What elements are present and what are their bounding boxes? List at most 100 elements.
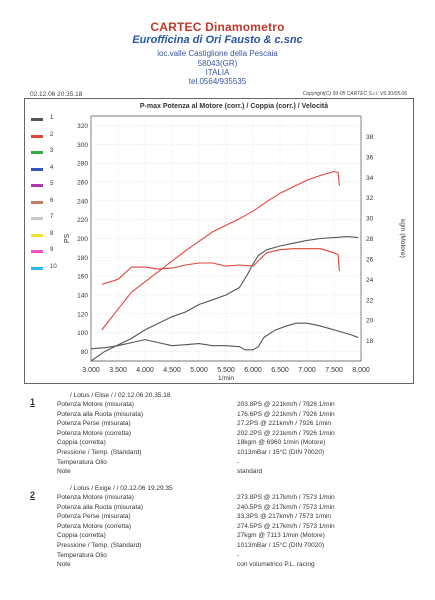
header-subtitle: Euroffícina di Ori Fausto & c.snc	[132, 34, 303, 46]
y-tick-label-right: 28	[366, 236, 374, 243]
legend-number: 6	[50, 197, 54, 204]
report-row-label: Potenza Perse (misurata)	[57, 513, 131, 521]
report-row-label: Potenza alla Ruota (misurata)	[57, 410, 143, 418]
report-row-value: 1013mBar / 15°C (DIN 70020)	[237, 542, 325, 549]
y-axis-label-left: PS	[64, 234, 71, 244]
report-row-label: Note	[57, 561, 71, 569]
report-row-value: 240.5PS @ 217km/h / 7573 1/min	[237, 503, 335, 511]
report-row: Potenza Motore (corretta) 202.2PS @ 221km…	[57, 430, 417, 439]
y-tick-label-right: 18	[366, 338, 374, 345]
y-tick-label-right: 38	[366, 134, 374, 141]
legend-number: 7	[50, 214, 54, 220]
y-axis-label-right: kgm (Motore)	[399, 219, 406, 258]
y-tick-label-left: 220	[77, 217, 88, 224]
chart-svg: P-max Potenza al Motore (corr.) / Coppia…	[64, 103, 406, 382]
report-row: Temperatura Olio -	[57, 552, 417, 561]
report-row: Potenza alla Ruota (misurata) 176.6PS @ 2…	[57, 411, 417, 420]
legend-number: 8	[50, 230, 54, 237]
report-row-label: Potenza Motore (corretta)	[57, 522, 132, 530]
legend-number: 2	[50, 131, 54, 138]
y-tick-label-right: 24	[366, 277, 374, 284]
report-row-value: -	[237, 551, 240, 559]
address-line: ITALIA	[205, 68, 230, 77]
report-row-label: Potenza Motore (corretta)	[57, 429, 132, 437]
series-1-power-line	[90, 236, 359, 362]
series-1-torque-line	[90, 322, 359, 351]
report-row-label: Coppia (corretta)	[57, 532, 106, 540]
report-row-value: con volumetrico P.L. racing	[237, 561, 315, 569]
address-line: loc.valle Castiglione della Pescaia	[157, 49, 278, 58]
legend-swatch	[31, 118, 43, 121]
report-row: Potenza Motore (misurata) 273.8PS @ 217km…	[57, 494, 417, 503]
legend-number: 3	[50, 148, 54, 154]
x-tick-label: 5.000	[190, 367, 208, 374]
address-line: 58043(GR)	[197, 59, 238, 68]
y-tick-label-left: 240	[77, 198, 88, 205]
x-tick-label: 4.500	[163, 367, 181, 374]
report-row-label: Note	[57, 468, 71, 476]
report-row: Potenza Motore (corretta) 274.5PS @ 217km…	[57, 523, 417, 532]
y-tick-label-right: 26	[366, 256, 374, 263]
report-row-value: 273.8PS @ 217km/h / 7573 1/min	[237, 494, 335, 501]
report-row-label: Temperatura Olio	[57, 458, 107, 466]
y-tick-label-right: 22	[366, 297, 374, 304]
report-row-value: 27kgm @ 7113 1/min (Motore)	[237, 532, 325, 540]
report-row-value: 1013mBar / 15°C (DIN 70020)	[237, 449, 325, 456]
y-tick-label-left: 320	[77, 123, 88, 130]
report-row-label: Potenza Motore (misurata)	[57, 401, 134, 408]
report-date: 02.12.06 20.35.18	[30, 91, 83, 98]
x-tick-label: 4.000	[136, 367, 154, 374]
report-row-value: 202.2PS @ 221km/h / 7926 1/min	[237, 429, 335, 437]
legend-number: 4	[50, 164, 54, 171]
x-tick-label: 8.000	[352, 367, 370, 374]
y-tick-label-left: 260	[77, 179, 88, 186]
y-tick-label-left: 180	[77, 255, 88, 262]
y-tick-label-left: 160	[77, 274, 88, 281]
series-2-torque-line	[101, 248, 340, 285]
header-title: CARTEC Dinamometro	[150, 20, 285, 34]
report-row: Note standard	[57, 468, 417, 477]
legend-swatch	[31, 151, 43, 154]
report-row-label: Potenza Perse (misurata)	[57, 420, 131, 428]
y-tick-label-left: 80	[81, 349, 89, 356]
x-tick-label: 6.000	[244, 367, 262, 374]
legend-number: 9	[50, 247, 54, 253]
report-row: Potenza alla Ruota (misurata) 240.5PS @ 2…	[57, 504, 417, 513]
x-tick-label: 7.000	[298, 367, 316, 374]
x-tick-label: 5.500	[217, 367, 235, 374]
report-row: Note con volumetrico P.L. racing	[57, 561, 417, 570]
dyno-chart: 1 2 3 4 5 6 7 8 9 10 P-max Potenza al Motore (cor…	[24, 98, 414, 384]
report-row-label: Pressione / Temp. (Standard)	[57, 542, 142, 549]
y-tick-label-left: 120	[77, 311, 88, 318]
legend-swatch	[31, 266, 43, 270]
report-row: Potenza Perse (misurata) 33.3PS @ 217km/h…	[57, 513, 417, 522]
report-row: Pressione / Temp. (Standard) 1013mBar / 1…	[57, 449, 417, 458]
legend-swatch	[31, 250, 43, 253]
report-row-value: 27.2PS @ 221km/h / 7926 1/min	[237, 420, 332, 428]
report-row: Coppia (corretta) 27kgm @ 7113 1/min (Mot…	[57, 532, 417, 541]
x-tick-label: 7.500	[325, 367, 343, 374]
y-tick-label-right: 32	[366, 195, 374, 202]
y-tick-label-left: 100	[77, 330, 88, 337]
x-tick-label: 3.500	[109, 367, 127, 374]
report-row-value: -	[237, 458, 240, 466]
y-tick-label-left: 280	[77, 161, 88, 168]
report-row: Temperatura Olio -	[57, 459, 417, 468]
series-2-power-line	[101, 171, 340, 331]
legend-swatch	[31, 217, 43, 220]
legend-number: 10	[50, 263, 57, 270]
report-row-value: 274.5PS @ 217km/h / 7573 1/min	[237, 522, 335, 530]
report-heading: / Lotus / Elise / / 02.12.06 20.35.18	[70, 392, 171, 399]
report-row-value: 203.8PS @ 221km/h / 7926 1/min	[237, 401, 335, 408]
y-tick-label-left: 200	[77, 236, 88, 243]
y-tick-label-right: 20	[366, 318, 374, 325]
copyright-notice: Copyright(C) 99-05 CARTEC S.r.l. V6.30/0…	[302, 91, 407, 97]
legend-swatch	[31, 200, 43, 204]
y-tick-label-right: 30	[366, 216, 374, 223]
report-number: 1	[30, 397, 36, 407]
legend-swatch	[31, 167, 43, 171]
report-heading: / Lotus / Exige / / 02.12.06 19.29.35	[70, 485, 173, 492]
report-row-label: Pressione / Temp. (Standard)	[57, 449, 142, 456]
report-row-value: standard	[237, 468, 263, 476]
report-row-value: 33.3PS @ 217km/h / 7573 1/min	[237, 513, 332, 521]
